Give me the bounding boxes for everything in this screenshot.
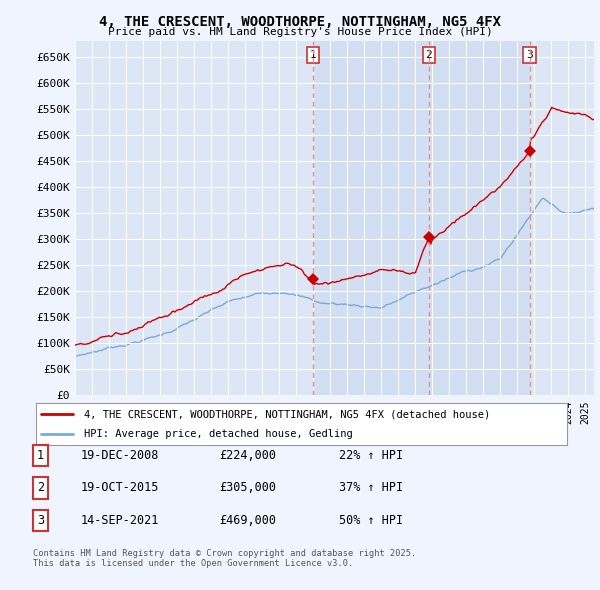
Text: 19-OCT-2015: 19-OCT-2015: [81, 481, 160, 494]
Text: 4, THE CRESCENT, WOODTHORPE, NOTTINGHAM, NG5 4FX (detached house): 4, THE CRESCENT, WOODTHORPE, NOTTINGHAM,…: [84, 409, 490, 419]
Text: £469,000: £469,000: [219, 514, 276, 527]
Text: Price paid vs. HM Land Registry's House Price Index (HPI): Price paid vs. HM Land Registry's House …: [107, 27, 493, 37]
Text: 37% ↑ HPI: 37% ↑ HPI: [339, 481, 403, 494]
Bar: [313, 41, 429, 395]
Text: 4, THE CRESCENT, WOODTHORPE, NOTTINGHAM, NG5 4FX: 4, THE CRESCENT, WOODTHORPE, NOTTINGHAM,…: [99, 15, 501, 29]
Text: Contains HM Land Registry data © Crown copyright and database right 2025.: Contains HM Land Registry data © Crown c…: [33, 549, 416, 558]
Text: HPI: Average price, detached house, Gedling: HPI: Average price, detached house, Gedl…: [84, 429, 353, 439]
Text: 14-SEP-2021: 14-SEP-2021: [81, 514, 160, 527]
Text: 2: 2: [425, 50, 433, 60]
Text: 19-DEC-2008: 19-DEC-2008: [81, 449, 160, 462]
Text: £224,000: £224,000: [219, 449, 276, 462]
Text: 1: 1: [37, 449, 44, 462]
Text: 2: 2: [37, 481, 44, 494]
Text: 22% ↑ HPI: 22% ↑ HPI: [339, 449, 403, 462]
Text: 3: 3: [37, 514, 44, 527]
Text: This data is licensed under the Open Government Licence v3.0.: This data is licensed under the Open Gov…: [33, 559, 353, 568]
Bar: [429, 41, 530, 395]
Text: 3: 3: [526, 50, 533, 60]
Text: 50% ↑ HPI: 50% ↑ HPI: [339, 514, 403, 527]
Text: 1: 1: [310, 50, 316, 60]
Text: £305,000: £305,000: [219, 481, 276, 494]
